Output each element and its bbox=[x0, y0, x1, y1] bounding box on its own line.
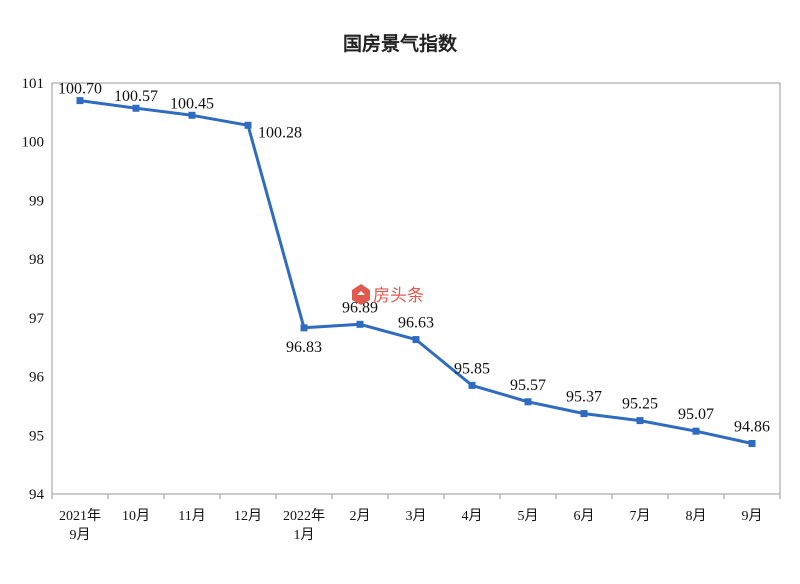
x-tick-label: 9月 bbox=[70, 527, 91, 543]
data-label: 95.57 bbox=[510, 377, 546, 394]
data-point-marker bbox=[468, 381, 476, 389]
y-tick-label: 96 bbox=[29, 370, 45, 386]
x-tick-label: 6月 bbox=[574, 508, 595, 524]
x-tick-label: 3月 bbox=[406, 508, 427, 524]
data-point-marker bbox=[244, 121, 252, 129]
data-label: 100.70 bbox=[58, 81, 102, 98]
y-tick-label: 101 bbox=[22, 76, 45, 92]
data-point-marker bbox=[580, 410, 588, 418]
x-tick-label: 9月 bbox=[742, 508, 763, 524]
y-axis: 94 95 96 97 98 99 100 101 bbox=[22, 76, 45, 503]
data-label: 96.89 bbox=[342, 299, 378, 316]
plot-area-frame bbox=[51, 82, 781, 495]
data-label: 100.28 bbox=[258, 124, 302, 141]
x-tick-label: 4月 bbox=[462, 508, 483, 524]
data-point-marker bbox=[748, 440, 756, 448]
data-point-marker bbox=[692, 427, 700, 435]
data-label: 100.57 bbox=[114, 88, 158, 105]
y-tick-label: 95 bbox=[29, 428, 44, 444]
x-tick-label: 2022年 bbox=[283, 508, 325, 524]
data-label: 96.83 bbox=[286, 339, 322, 356]
y-tick-label: 99 bbox=[29, 193, 44, 209]
data-point-marker bbox=[412, 336, 420, 344]
data-point-marker bbox=[188, 111, 196, 119]
data-label: 95.85 bbox=[454, 360, 490, 377]
data-point-marker bbox=[524, 398, 532, 406]
x-tick-label: 7月 bbox=[630, 508, 651, 524]
data-point-marker bbox=[76, 97, 84, 105]
x-tick-label: 11月 bbox=[178, 508, 205, 524]
x-tick-label: 10月 bbox=[122, 508, 150, 524]
y-tick-label: 98 bbox=[29, 252, 44, 268]
data-label: 94.86 bbox=[734, 419, 770, 436]
watermark: 房头条 bbox=[352, 284, 424, 306]
y-tick-label: 97 bbox=[29, 311, 45, 327]
y-tick-label: 94 bbox=[29, 487, 45, 503]
data-point-marker bbox=[132, 104, 140, 112]
data-point-marker bbox=[636, 417, 644, 425]
y-tick-label: 100 bbox=[22, 135, 45, 151]
series-line: 100.70 100.57 100.45 100.28 96.83 96.89 96.63 9… bbox=[58, 81, 770, 448]
data-label: 100.45 bbox=[170, 95, 214, 112]
series-polyline bbox=[79, 99, 753, 445]
x-axis: 2021年 9月 10月 11月 12月 2022年 1月 2月 3月 4月 5月 6月 7月 8月 9月 bbox=[51, 494, 781, 543]
x-tick-label: 1月 bbox=[294, 527, 315, 543]
x-tick-label: 2021年 bbox=[59, 508, 101, 524]
data-label: 95.25 bbox=[622, 396, 658, 413]
x-tick-label: 2月 bbox=[350, 508, 371, 524]
x-tick-label: 12月 bbox=[234, 508, 262, 524]
data-point-marker bbox=[300, 324, 308, 332]
chart-title: 国房景气指数 bbox=[343, 32, 458, 55]
house-logo-icon bbox=[352, 284, 370, 305]
data-label: 96.63 bbox=[398, 315, 434, 332]
x-tick-label: 5月 bbox=[518, 508, 539, 524]
data-label: 95.07 bbox=[678, 406, 714, 423]
data-point-marker bbox=[356, 320, 364, 328]
watermark-text: 房头条 bbox=[373, 286, 424, 306]
data-label: 95.37 bbox=[566, 389, 602, 406]
x-tick-label: 8月 bbox=[686, 508, 707, 524]
